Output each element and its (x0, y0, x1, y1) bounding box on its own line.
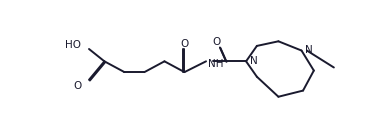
Text: N: N (305, 45, 312, 55)
Text: O: O (213, 37, 221, 47)
Text: O: O (73, 81, 81, 91)
Text: HO: HO (65, 40, 81, 50)
Text: N: N (250, 56, 258, 66)
Text: NH: NH (209, 59, 224, 69)
Text: O: O (180, 39, 189, 49)
